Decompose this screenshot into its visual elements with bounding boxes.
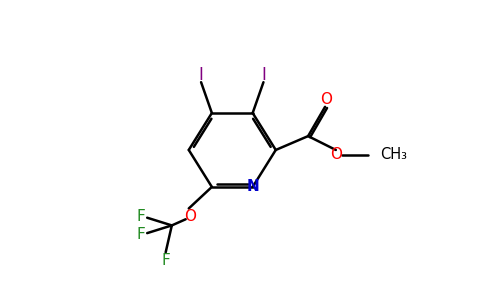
Text: O: O [184,209,197,224]
Text: CH₃: CH₃ [380,147,408,162]
Text: I: I [198,65,203,83]
Text: I: I [261,65,266,83]
Text: O: O [320,92,333,107]
Text: N: N [246,179,259,194]
Text: O: O [331,147,343,162]
Text: F: F [161,253,170,268]
Text: F: F [136,209,145,224]
Text: F: F [136,227,145,242]
